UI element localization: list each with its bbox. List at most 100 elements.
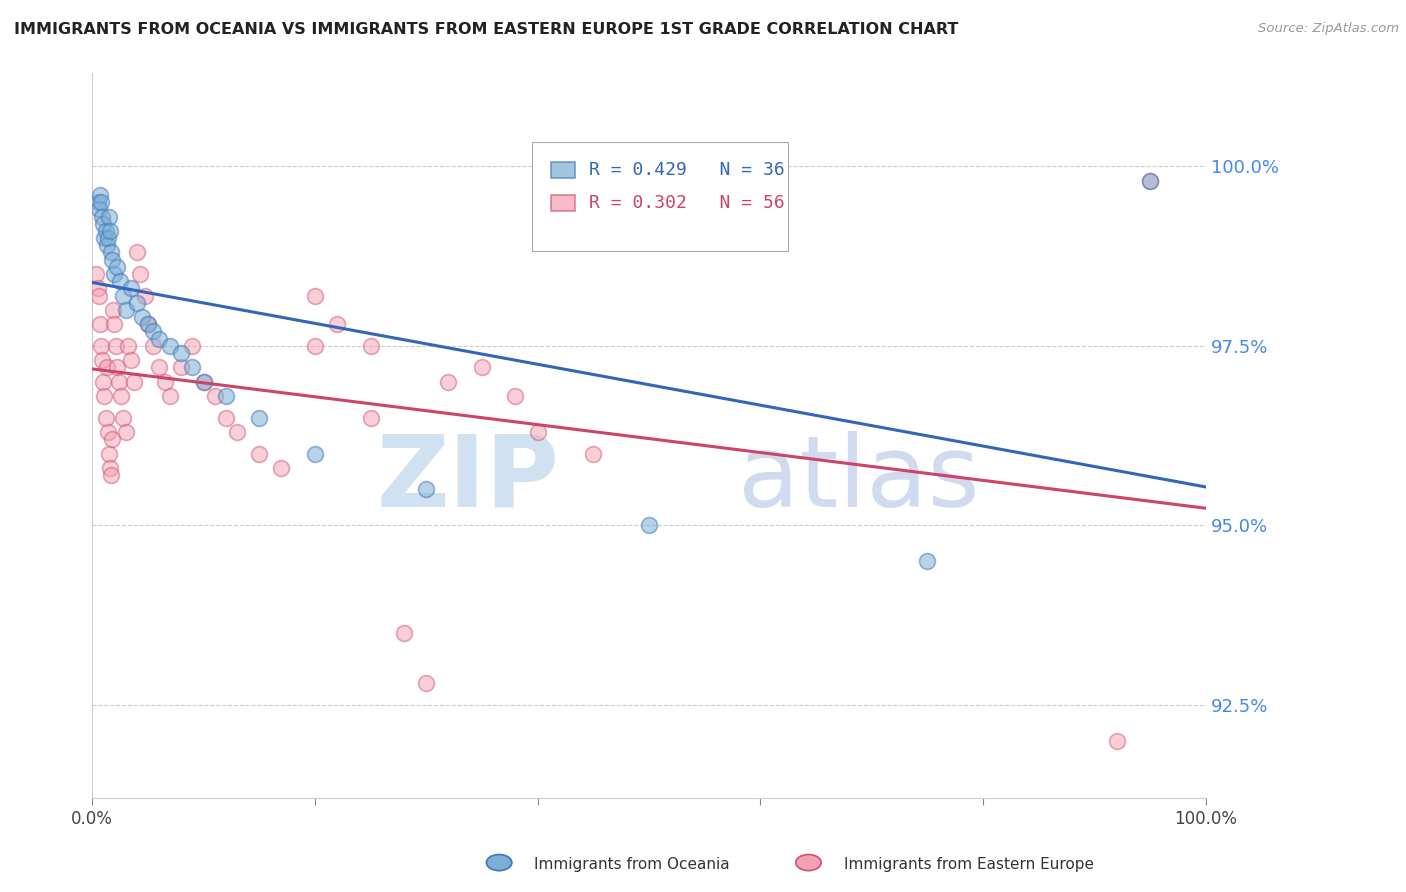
Point	[125, 245, 148, 260]
Point	[360, 410, 382, 425]
Point	[104, 339, 127, 353]
Point	[93, 389, 115, 403]
Point	[153, 375, 176, 389]
Point	[103, 267, 125, 281]
Point	[91, 375, 114, 389]
Point	[142, 339, 165, 353]
Point	[98, 461, 121, 475]
Point	[87, 195, 110, 210]
Text: Source: ZipAtlas.com: Source: ZipAtlas.com	[1258, 22, 1399, 36]
Point	[136, 318, 159, 332]
Text: ZIP: ZIP	[377, 431, 560, 527]
Point	[159, 339, 181, 353]
Point	[96, 360, 118, 375]
FancyBboxPatch shape	[531, 142, 789, 251]
Point	[120, 281, 142, 295]
FancyBboxPatch shape	[551, 162, 575, 178]
Point	[125, 295, 148, 310]
Point	[112, 410, 135, 425]
Point	[415, 676, 437, 690]
Point	[98, 224, 121, 238]
Point	[117, 339, 139, 353]
Point	[97, 210, 120, 224]
Point	[917, 554, 939, 568]
Point	[87, 202, 110, 217]
Point	[93, 231, 115, 245]
Point	[131, 310, 153, 324]
Point	[215, 410, 238, 425]
Point	[129, 267, 152, 281]
Point	[97, 446, 120, 460]
Point	[90, 339, 112, 353]
Point	[159, 389, 181, 403]
Point	[1139, 174, 1161, 188]
Point	[193, 375, 215, 389]
Point	[304, 446, 326, 460]
Point	[101, 432, 124, 446]
Point	[247, 446, 270, 460]
Point	[148, 360, 170, 375]
Text: R = 0.429   N = 36: R = 0.429 N = 36	[589, 161, 785, 179]
Point	[91, 353, 114, 368]
Point	[91, 210, 114, 224]
Point	[437, 375, 460, 389]
Point	[103, 318, 125, 332]
Point	[270, 461, 292, 475]
Point	[105, 260, 128, 274]
Point	[215, 389, 238, 403]
Text: R = 0.302   N = 56: R = 0.302 N = 56	[589, 194, 785, 211]
Point	[142, 325, 165, 339]
Point	[134, 288, 156, 302]
Point	[87, 281, 110, 295]
Point	[89, 318, 111, 332]
Point	[392, 626, 415, 640]
Point	[101, 252, 124, 267]
Point	[415, 483, 437, 497]
Point	[94, 224, 117, 238]
Point	[360, 339, 382, 353]
Point	[304, 288, 326, 302]
Point	[120, 353, 142, 368]
Point	[471, 360, 494, 375]
Point	[505, 389, 527, 403]
FancyBboxPatch shape	[551, 194, 575, 211]
Point	[1105, 733, 1128, 747]
Point	[94, 410, 117, 425]
Point	[193, 375, 215, 389]
Point	[105, 360, 128, 375]
Point	[112, 288, 135, 302]
Point	[247, 410, 270, 425]
Point	[226, 425, 249, 439]
Point	[136, 318, 159, 332]
Point	[582, 446, 605, 460]
Point	[97, 425, 120, 439]
Point	[526, 425, 548, 439]
Point	[84, 267, 107, 281]
Point	[204, 389, 226, 403]
Point	[638, 518, 661, 533]
Point	[91, 217, 114, 231]
Text: Immigrants from Eastern Europe: Immigrants from Eastern Europe	[844, 857, 1094, 872]
Point	[304, 339, 326, 353]
Text: IMMIGRANTS FROM OCEANIA VS IMMIGRANTS FROM EASTERN EUROPE 1ST GRADE CORRELATION : IMMIGRANTS FROM OCEANIA VS IMMIGRANTS FR…	[14, 22, 959, 37]
Point	[100, 245, 122, 260]
Point	[89, 188, 111, 202]
Point	[108, 375, 131, 389]
Point	[124, 375, 146, 389]
Point	[100, 468, 122, 483]
Point	[114, 425, 136, 439]
Point	[96, 238, 118, 252]
Point	[110, 389, 132, 403]
Text: Immigrants from Oceania: Immigrants from Oceania	[534, 857, 730, 872]
Point	[326, 318, 349, 332]
Point	[103, 302, 125, 317]
Point	[181, 339, 204, 353]
Point	[90, 195, 112, 210]
Point	[97, 231, 120, 245]
Point	[170, 346, 193, 360]
Point	[148, 332, 170, 346]
Point	[87, 288, 110, 302]
Point	[108, 274, 131, 288]
Point	[181, 360, 204, 375]
Text: atlas: atlas	[738, 431, 980, 527]
